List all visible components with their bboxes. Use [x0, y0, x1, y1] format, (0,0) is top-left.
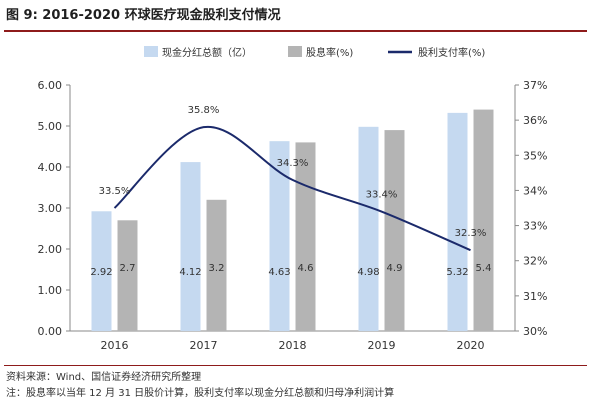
payout-ratio-label: 34.3%	[277, 158, 309, 169]
payout-ratio-label: 32.3%	[455, 228, 487, 239]
x-category-label: 2020	[457, 339, 485, 352]
footnote: 注：股息率以当年 12 月 31 日股价计算，股利支付率以现金分红总额和归母净利…	[6, 388, 395, 399]
dividend-bar	[358, 126, 379, 331]
y-right-tick-label: 30%	[523, 325, 547, 338]
payout-ratio-label: 35.8%	[188, 105, 220, 116]
x-category-label: 2018	[279, 339, 307, 352]
source-note: 资料来源：Wind、国信证券经济研究所整理	[6, 372, 202, 383]
yield-bar-label: 4.9	[387, 263, 403, 274]
dividend-bar	[180, 162, 201, 331]
y-right-tick-label: 37%	[523, 79, 547, 92]
yield-bar	[473, 109, 494, 331]
y-right-tick-label: 36%	[523, 114, 547, 127]
yield-bar	[206, 199, 227, 331]
axes-layer: 0.00 1.00 2.00 3.00 4.00 5.00 6.00 30% 31% 32% 33%…	[38, 79, 548, 352]
x-category-label: 2019	[368, 339, 396, 352]
dividend-bar	[91, 211, 112, 331]
yield-bar	[117, 220, 138, 331]
yield-bar	[384, 130, 405, 331]
payout-ratio-label: 33.5%	[99, 186, 131, 197]
dividend-bar	[447, 112, 468, 331]
yield-bar-label: 3.2	[209, 263, 225, 274]
yield-bar-label: 5.4	[476, 263, 492, 274]
y-left-tick-label: 5.00	[38, 120, 63, 133]
dividend-bar-label: 4.98	[357, 267, 379, 278]
line-layer	[113, 126, 471, 252]
y-right-tick-label: 32%	[523, 255, 547, 268]
y-right-tick-label: 35%	[523, 149, 547, 162]
dividend-bar-label: 5.32	[446, 267, 468, 278]
y-left-tick-label: 4.00	[38, 161, 63, 174]
dividend-bar-label: 4.63	[268, 267, 290, 278]
y-left-tick-label: 2.00	[38, 243, 63, 256]
y-left-tick-label: 0.00	[38, 325, 63, 338]
bars-layer	[91, 109, 494, 331]
y-left-tick-label: 3.00	[38, 202, 63, 215]
y-right-tick-label: 33%	[523, 220, 547, 233]
dividend-bar	[269, 141, 290, 331]
y-right-tick-label: 34%	[523, 184, 547, 197]
legend-swatch-yield	[288, 46, 302, 57]
dividend-bar-label: 2.92	[90, 267, 112, 278]
y-right-tick-label: 31%	[523, 290, 547, 303]
x-category-label: 2017	[190, 339, 218, 352]
x-category-label: 2016	[101, 339, 129, 352]
legend-label-payout: 股利支付率(%)	[418, 46, 485, 59]
figure-title: 图 9: 2016-2020 环球医疗现金股利支付情况	[6, 8, 281, 23]
legend-label-yield: 股息率(%)	[306, 46, 353, 59]
yield-bar	[295, 142, 316, 331]
legend-swatch-dividend	[144, 46, 158, 57]
dividend-bar-label: 4.12	[179, 267, 201, 278]
y-left-tick-label: 1.00	[38, 284, 63, 297]
y-left-tick-label: 6.00	[38, 79, 63, 92]
legend: 现金分红总额（亿） 股息率(%) 股利支付率(%)	[144, 46, 485, 59]
payout-ratio-label: 33.4%	[366, 190, 398, 201]
payout-ratio-line	[113, 126, 471, 252]
yield-bar-label: 2.7	[120, 263, 136, 274]
title-divider	[4, 30, 587, 32]
legend-label-dividend: 现金分红总额（亿）	[162, 46, 252, 59]
data-labels-layer: 2.92 4.12 4.63 4.98 5.32 2.7 3.2 4.6 4.9 5.4 33.5%…	[90, 105, 491, 278]
yield-bar-label: 4.6	[298, 263, 314, 274]
source-divider	[4, 365, 587, 366]
